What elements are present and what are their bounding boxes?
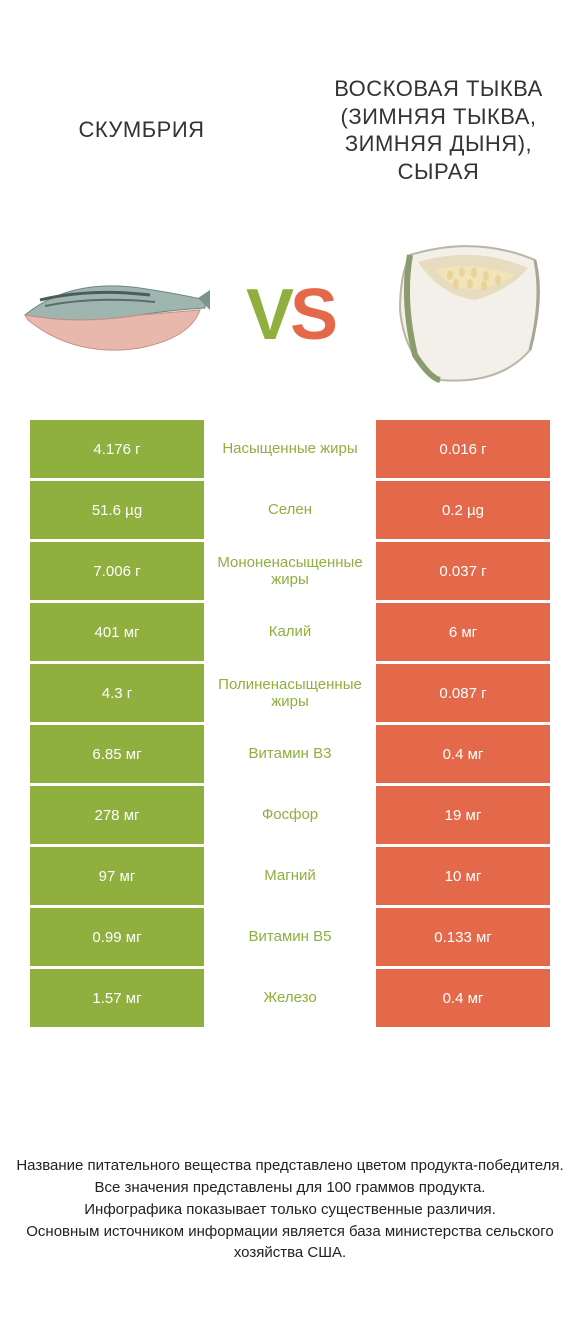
nutrient-label: Полиненасыщенные жиры: [204, 664, 376, 722]
wax-gourd-icon: [380, 240, 550, 390]
vs-s: S: [290, 275, 334, 355]
right-value: 0.4 мг: [376, 725, 550, 783]
right-value: 10 мг: [376, 847, 550, 905]
header: СКУМБРИЯ ВОСКОВАЯ ТЫКВА (ЗИМНЯЯ ТЫКВА, З…: [0, 0, 580, 240]
left-value: 51.6 µg: [30, 481, 204, 539]
footer-line: Инфографика показывает только существенн…: [10, 1199, 570, 1221]
nutrient-label: Насыщенные жиры: [204, 420, 376, 478]
right-value: 0.133 мг: [376, 908, 550, 966]
left-product-title: СКУМБРИЯ: [20, 116, 263, 144]
table-row: 97 мгМагний10 мг: [30, 847, 550, 905]
right-value: 0.4 мг: [376, 969, 550, 1027]
right-value: 6 мг: [376, 603, 550, 661]
nutrient-label: Фосфор: [204, 786, 376, 844]
table-row: 278 мгФосфор19 мг: [30, 786, 550, 844]
left-product-image: [20, 240, 210, 390]
mackerel-icon: [20, 260, 210, 370]
table-row: 4.3 гПолиненасыщенные жиры0.087 г: [30, 664, 550, 722]
nutrient-label: Мононенасыщенные жиры: [204, 542, 376, 600]
right-value: 19 мг: [376, 786, 550, 844]
nutrient-label: Селен: [204, 481, 376, 539]
left-value: 278 мг: [30, 786, 204, 844]
footer-line: Название питательного вещества представл…: [10, 1155, 570, 1177]
images-row: VS: [0, 240, 580, 420]
table-row: 4.176 гНасыщенные жиры0.016 г: [30, 420, 550, 478]
right-product-title: ВОСКОВАЯ ТЫКВА (ЗИМНЯЯ ТЫКВА, ЗИМНЯЯ ДЫН…: [317, 75, 560, 185]
left-value: 4.3 г: [30, 664, 204, 722]
left-value: 6.85 мг: [30, 725, 204, 783]
table-row: 0.99 мгВитамин B50.133 мг: [30, 908, 550, 966]
footer-notes: Название питательного вещества представл…: [0, 1155, 580, 1264]
left-value: 7.006 г: [30, 542, 204, 600]
right-value: 0.037 г: [376, 542, 550, 600]
vs-label: VS: [246, 274, 334, 356]
nutrient-label: Витамин B5: [204, 908, 376, 966]
table-row: 1.57 мгЖелезо0.4 мг: [30, 969, 550, 1027]
nutrient-label: Железо: [204, 969, 376, 1027]
nutrient-label: Магний: [204, 847, 376, 905]
nutrient-label: Калий: [204, 603, 376, 661]
left-value: 0.99 мг: [30, 908, 204, 966]
nutrition-table: 4.176 гНасыщенные жиры0.016 г51.6 µgСеле…: [30, 420, 550, 1027]
right-value: 0.087 г: [376, 664, 550, 722]
right-product-image: [370, 240, 560, 390]
left-value: 401 мг: [30, 603, 204, 661]
left-value: 1.57 мг: [30, 969, 204, 1027]
footer-line: Основным источником информации является …: [10, 1221, 570, 1265]
table-row: 7.006 гМононенасыщенные жиры0.037 г: [30, 542, 550, 600]
right-value: 0.016 г: [376, 420, 550, 478]
left-value: 97 мг: [30, 847, 204, 905]
left-value: 4.176 г: [30, 420, 204, 478]
nutrient-label: Витамин B3: [204, 725, 376, 783]
table-row: 6.85 мгВитамин B30.4 мг: [30, 725, 550, 783]
right-value: 0.2 µg: [376, 481, 550, 539]
table-row: 51.6 µgСелен0.2 µg: [30, 481, 550, 539]
table-row: 401 мгКалий6 мг: [30, 603, 550, 661]
footer-line: Все значения представлены для 100 граммо…: [10, 1177, 570, 1199]
vs-v: V: [246, 275, 290, 355]
